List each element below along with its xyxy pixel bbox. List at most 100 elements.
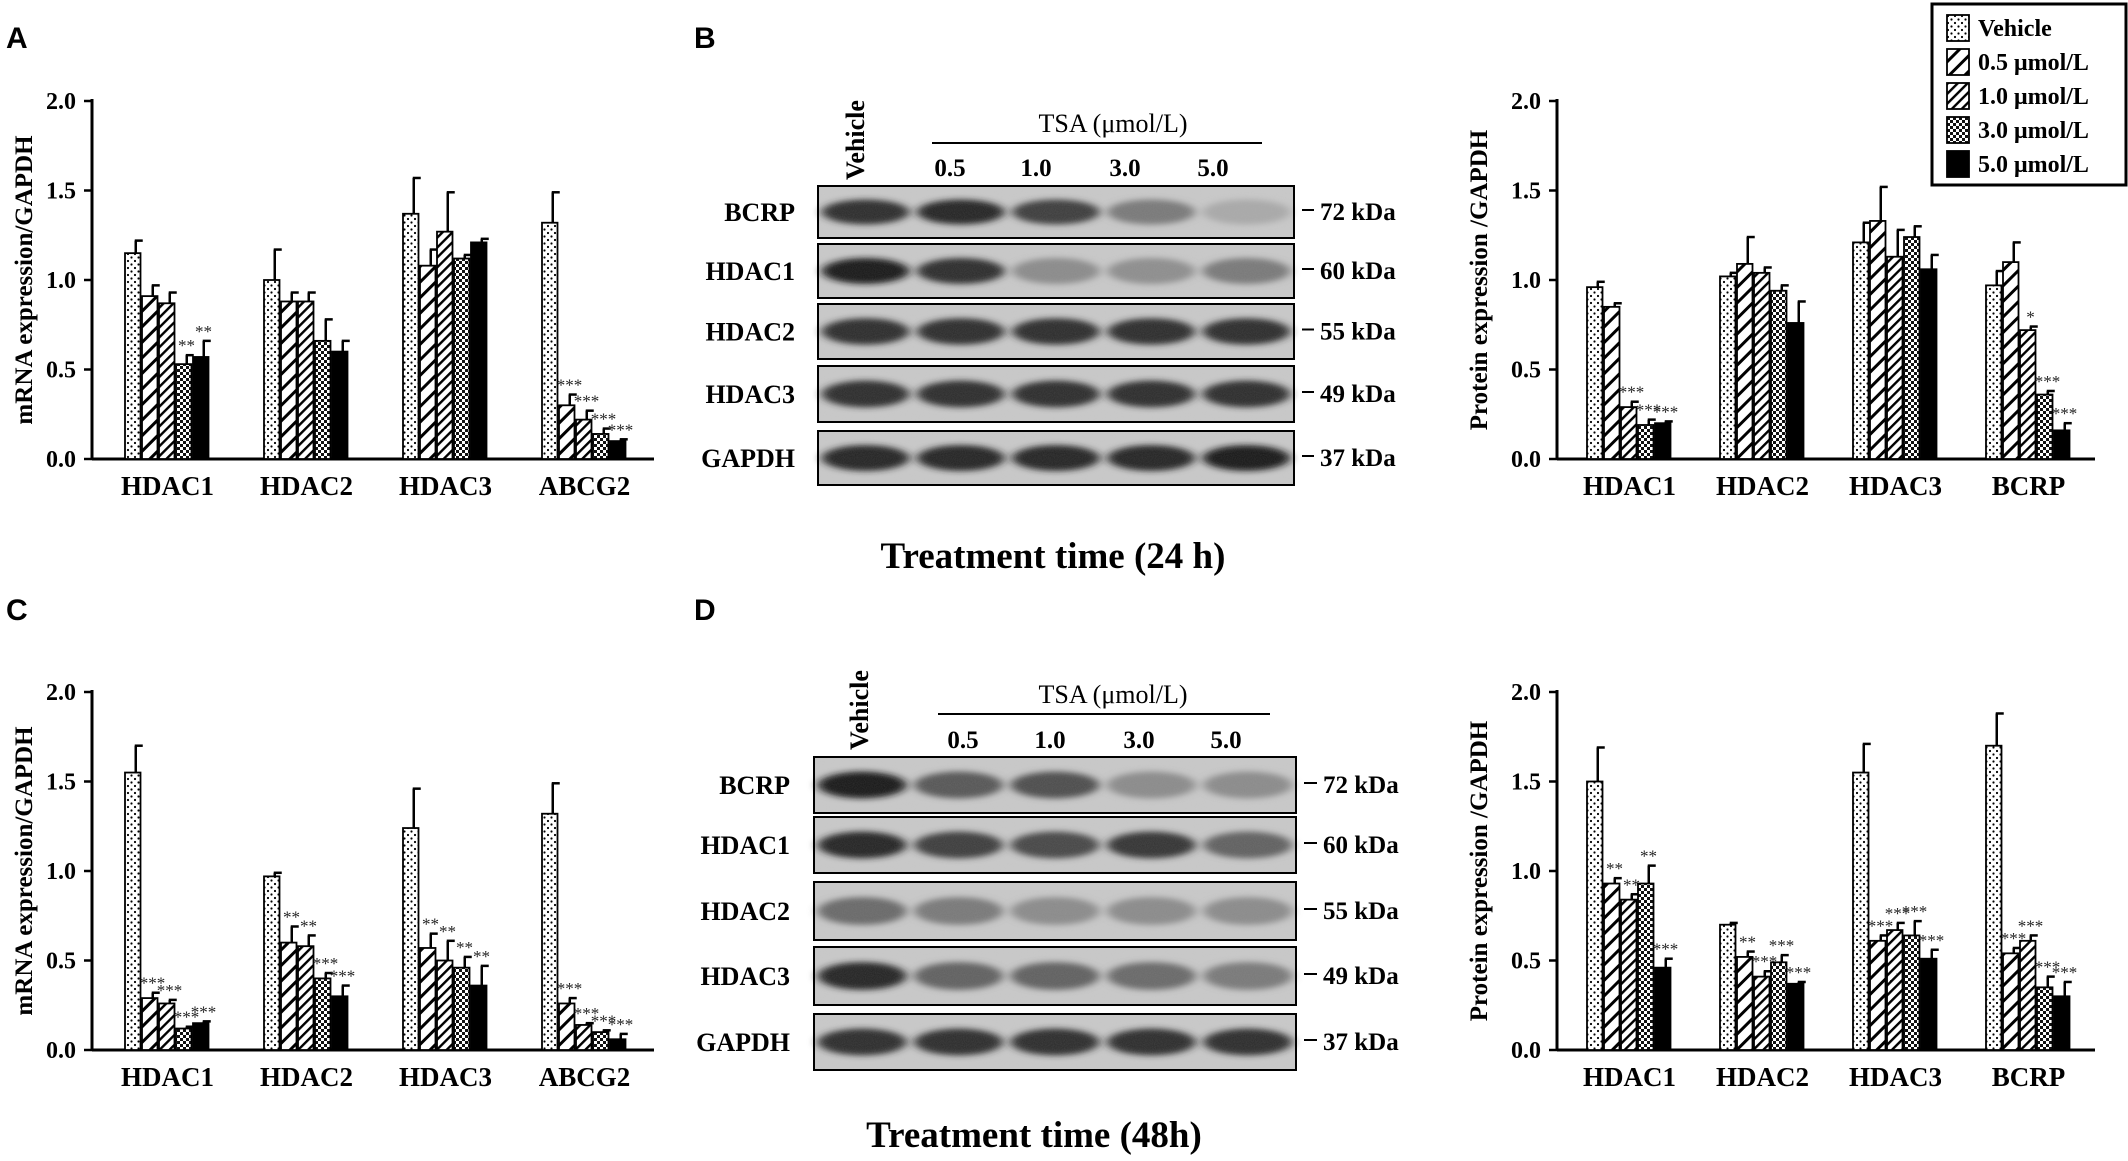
y-axis-label: Protein expression /GAPDH [1466, 720, 1493, 1021]
dose-label: 5.0 [1210, 727, 1241, 754]
western-blot-d: D Vehicle TSA (μmol/L) 0.5 1.0 3.0 5.0 BCRP 72 k… [694, 594, 1399, 1156]
blot-grain [818, 186, 1294, 238]
bar [124, 252, 142, 460]
category-label: HDAC2 [1716, 1062, 1809, 1092]
panel-label-a: A [6, 22, 28, 55]
kda-label: 60 kDa [1320, 258, 1396, 285]
blot-grain [818, 244, 1294, 298]
blot-row-label: BCRP [719, 771, 790, 800]
legend-label: Vehicle [1978, 16, 2052, 42]
bar [1719, 275, 1737, 460]
legend-swatch [1946, 48, 1970, 76]
significance-label: *** [608, 1015, 634, 1034]
bar-chart-d: Protein expression /GAPDH 0.0 0.5 1.0 1.5 2.0… [1466, 680, 2095, 1092]
y-tick-label: 0.0 [46, 1038, 76, 1064]
significance-label: *** [1653, 402, 1679, 421]
tsa-label: TSA (μmol/L) [1039, 680, 1188, 709]
dose-label: 1.0 [1020, 155, 1051, 182]
significance-label: *** [157, 981, 183, 1000]
blot-row-gapdh: GAPDH 37 kDa [701, 430, 1396, 486]
significance-label: *** [608, 420, 634, 439]
significance-label: *** [2018, 916, 2044, 935]
dose-label: 3.0 [1123, 727, 1154, 754]
bar [470, 241, 488, 460]
bar [331, 350, 349, 460]
category-label: HDAC3 [399, 1062, 492, 1092]
kda-label: 72 kDa [1320, 199, 1396, 226]
bar [1620, 898, 1638, 1051]
y-tick-label: 1.0 [1511, 268, 1541, 294]
legend-label: 0.5 μmol/L [1978, 50, 2089, 76]
bar [192, 356, 210, 460]
y-tick-label: 1.5 [46, 179, 76, 205]
kda-label: 37 kDa [1323, 1029, 1399, 1056]
y-tick-label: 1.5 [1511, 770, 1541, 796]
blot-row-label: GAPDH [696, 1028, 790, 1057]
y-tick-label: 1.5 [1511, 179, 1541, 205]
blot-row-bcrp: BCRP 72 kDa [724, 185, 1396, 239]
kda-label: 60 kDa [1323, 832, 1399, 859]
bar [1736, 956, 1754, 1051]
significance-label: *** [574, 392, 600, 411]
blot-row-label: HDAC1 [700, 831, 790, 860]
bar [2036, 393, 2054, 460]
bar [141, 295, 159, 460]
bar [141, 997, 159, 1051]
blot-grain [814, 947, 1296, 1005]
significance-label: ** [439, 922, 456, 941]
bar [263, 875, 281, 1051]
category-label: HDAC2 [1716, 471, 1809, 501]
bar [1637, 424, 1655, 460]
western-blot-b: B Vehicle TSA (μmol/L) 0.5 1.0 3.0 5.0 BCRP 72 k… [694, 22, 1396, 577]
bar [314, 977, 332, 1051]
y-tick-label: 0.5 [46, 358, 76, 384]
bar [592, 433, 610, 460]
blot-border [817, 185, 1295, 239]
bar [419, 947, 437, 1051]
bar [419, 264, 437, 460]
legend: Vehicle 0.5 μmol/L 1.0 μmol/L 3.0 μmol/L 5.0… [1930, 2, 2128, 187]
blot-row-hdac1: HDAC1 60 kDa [700, 816, 1399, 874]
bar [1637, 882, 1655, 1051]
significance-label: *** [2052, 963, 2078, 982]
bar [314, 339, 332, 460]
bar [297, 300, 315, 460]
treatment-title: Treatment time (48h) [866, 1115, 1202, 1156]
blot-row-hdac3: HDAC3 49 kDa [700, 946, 1399, 1006]
bar [2019, 329, 2037, 460]
bar [1654, 422, 1672, 460]
significance-label: ** [1739, 933, 1756, 952]
significance-label: ** [473, 947, 490, 966]
bar [1852, 771, 1870, 1051]
y-tick-label: 1.0 [1511, 859, 1541, 885]
y-axis-label: mRNA expression/GAPDH [11, 135, 38, 425]
y-tick-label: 0.5 [1511, 358, 1541, 384]
bar [1586, 780, 1604, 1051]
bar [436, 959, 454, 1051]
legend-label: 3.0 μmol/L [1978, 118, 2089, 144]
bar [158, 302, 176, 460]
significance-label: ** [195, 322, 212, 341]
y-tick-label: 1.0 [46, 268, 76, 294]
blot-row-label: HDAC3 [700, 962, 790, 991]
significance-label: *** [557, 376, 583, 395]
bar [1603, 882, 1621, 1051]
blot-grain [814, 817, 1296, 873]
y-axis-label: mRNA expression/GAPDH [11, 726, 38, 1016]
significance-label: *** [313, 954, 339, 973]
blot-row-label: HDAC1 [705, 257, 795, 286]
category-label: HDAC1 [121, 471, 214, 501]
significance-label: *** [330, 967, 356, 986]
bar [1719, 923, 1737, 1051]
significance-label: ** [1640, 847, 1657, 866]
category-label: HDAC3 [1849, 471, 1942, 501]
bar-chart-b: Protein expression /GAPDH 0.0 0.5 1.0 1.5 2.0… [1466, 89, 2095, 501]
bar [453, 257, 471, 460]
y-tick-label: 2.0 [46, 680, 76, 706]
blot-grain [814, 882, 1296, 940]
significance-label: *** [1786, 963, 1812, 982]
bar [541, 221, 559, 460]
blot-row-label: GAPDH [701, 444, 795, 473]
blot-row-label: HDAC2 [700, 897, 790, 926]
